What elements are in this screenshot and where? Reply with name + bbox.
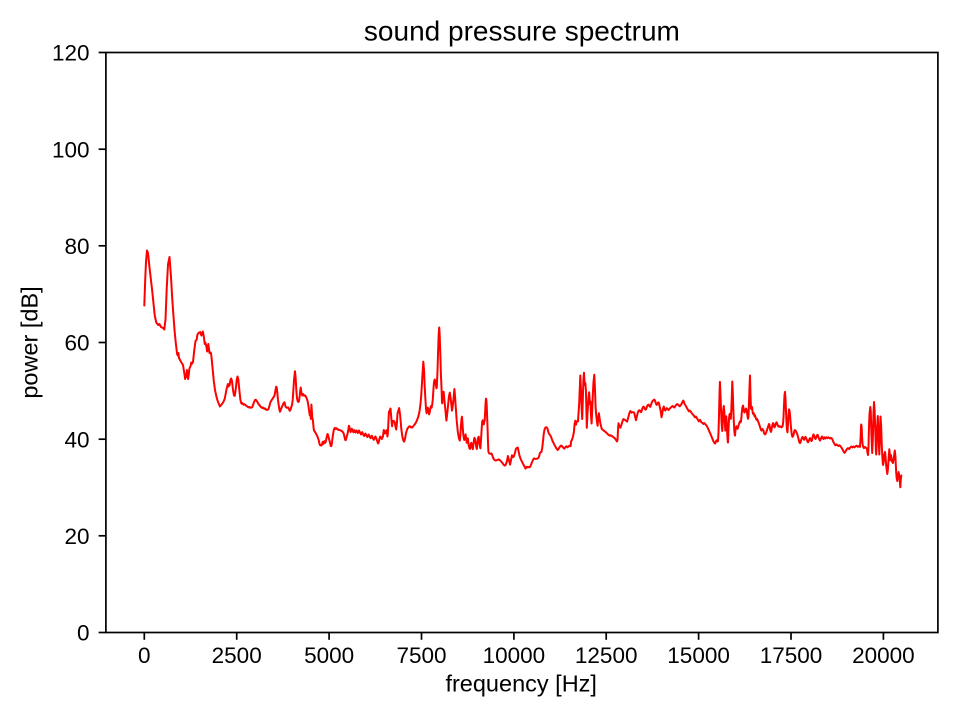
svg-text:17500: 17500 — [760, 643, 823, 668]
svg-text:10000: 10000 — [483, 643, 546, 668]
svg-text:5000: 5000 — [304, 643, 354, 668]
svg-text:100: 100 — [52, 137, 90, 162]
svg-text:2500: 2500 — [212, 643, 262, 668]
svg-text:0: 0 — [77, 621, 90, 646]
svg-text:20: 20 — [64, 524, 89, 549]
svg-text:80: 80 — [64, 234, 89, 259]
svg-text:60: 60 — [64, 331, 89, 356]
svg-text:15000: 15000 — [667, 643, 730, 668]
svg-text:40: 40 — [64, 427, 89, 452]
svg-text:120: 120 — [52, 41, 90, 66]
svg-text:power [dB]: power [dB] — [17, 286, 43, 398]
svg-text:frequency [Hz]: frequency [Hz] — [445, 670, 597, 696]
svg-text:0: 0 — [138, 643, 151, 668]
svg-text:sound pressure spectrum: sound pressure spectrum — [364, 16, 680, 47]
svg-text:12500: 12500 — [575, 643, 638, 668]
svg-text:20000: 20000 — [852, 643, 915, 668]
svg-text:7500: 7500 — [396, 643, 446, 668]
